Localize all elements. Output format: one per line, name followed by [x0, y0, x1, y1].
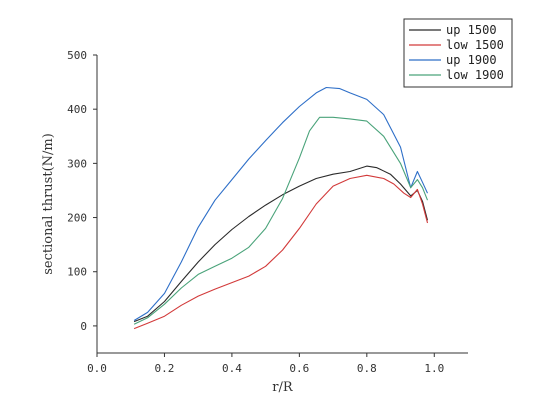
x-tick-label: 0.4 [222, 362, 242, 375]
x-tick-label: 0.8 [357, 362, 377, 375]
series-line-up-1500 [133, 165, 429, 323]
y-tick-label: 0 [80, 320, 87, 333]
x-tick-label: 0.0 [87, 362, 107, 375]
y-tick-label: 200 [67, 212, 87, 225]
y-tick-label: 300 [67, 157, 87, 170]
y-tick-label: 500 [67, 49, 87, 62]
series-layer [133, 86, 429, 330]
y-axis-title: sectional thrust(N/m) [41, 133, 56, 275]
x-axis-title: r/R [272, 380, 294, 395]
x-tick-label: 0.2 [155, 362, 175, 375]
series-line-low-1900 [133, 116, 429, 325]
legend-label: up 1900 [446, 53, 497, 67]
y-tick-label: 100 [67, 266, 87, 279]
axes: 0.0 0.2 0.4 0.6 0.8 1.0 0 100 200 300 400 500 [67, 49, 468, 375]
x-tick-label: 1.0 [424, 362, 444, 375]
legend-label: low 1500 [446, 38, 504, 52]
legend-label: low 1900 [446, 68, 504, 82]
x-tick-label: 0.6 [289, 362, 309, 375]
y-tick-label: 400 [67, 103, 87, 116]
series-line-up-1900 [133, 86, 428, 321]
series-line-low-1500 [133, 174, 429, 330]
legend-label: up 1500 [446, 23, 497, 37]
